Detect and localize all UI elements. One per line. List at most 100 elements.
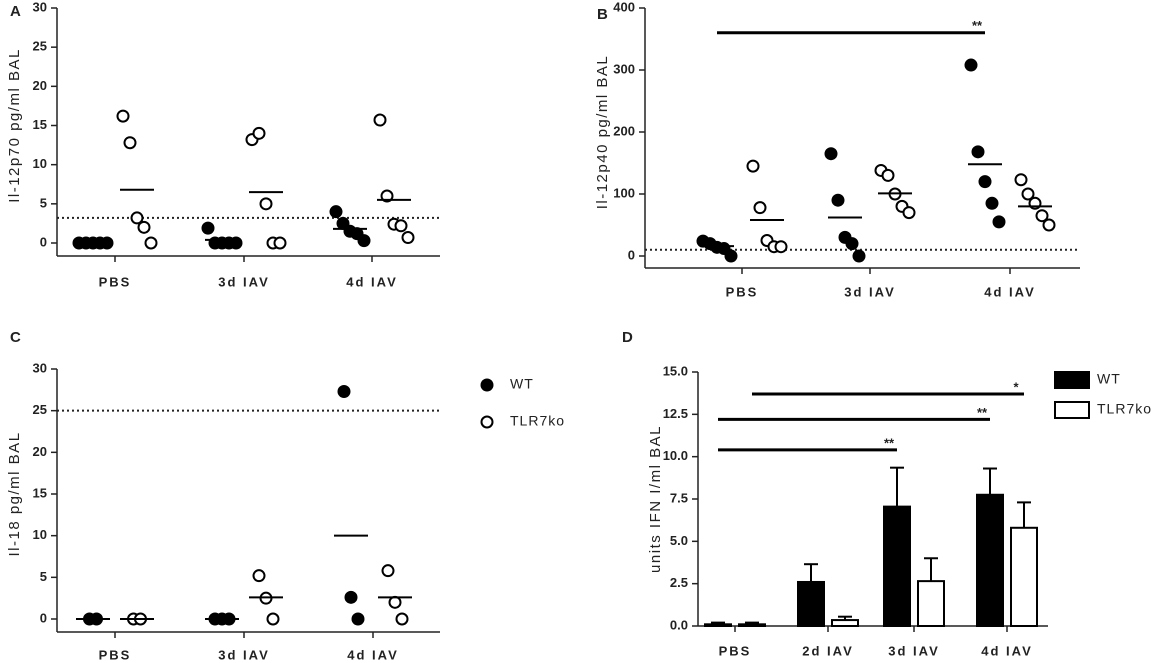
data-point	[266, 612, 280, 626]
data-point	[252, 126, 266, 140]
data-point	[395, 612, 409, 626]
data-point	[337, 385, 351, 398]
y-tick-label: 2.5	[670, 575, 688, 590]
data-point	[116, 109, 130, 123]
data-point	[381, 564, 395, 578]
legend-label: WT	[1097, 371, 1121, 387]
significance-label: **	[972, 18, 983, 33]
x-tick-label: PBS	[726, 284, 759, 299]
data-point	[144, 236, 158, 250]
legend-swatch	[480, 415, 494, 429]
bar	[976, 493, 1004, 627]
bar	[797, 580, 825, 627]
legend-label: WT	[510, 376, 534, 392]
data-point	[1042, 218, 1056, 232]
x-tick-label: PBS	[719, 643, 752, 658]
data-point	[831, 193, 845, 207]
data-point	[1021, 187, 1035, 201]
data-point	[1014, 173, 1028, 187]
data-point	[388, 595, 402, 609]
data-point	[753, 201, 767, 215]
y-tick-label: 5.0	[670, 533, 688, 548]
data-point	[344, 590, 358, 604]
y-axis-label: Il-18 pg/ml BAL	[6, 431, 23, 556]
y-tick-label: 0	[40, 610, 47, 625]
y-tick-label: 25	[33, 39, 47, 54]
data-point	[1035, 209, 1049, 223]
data-point	[774, 240, 788, 254]
data-point	[123, 136, 137, 150]
bar	[738, 623, 766, 627]
y-tick-label: 300	[613, 61, 635, 76]
data-point	[746, 159, 760, 173]
data-point	[329, 205, 343, 219]
y-tick-label: 15	[33, 485, 47, 500]
panel-label: B	[597, 6, 608, 23]
y-tick-label: 10.0	[663, 448, 688, 463]
legend-swatch	[480, 378, 494, 392]
y-tick-label: 5	[40, 195, 47, 210]
significance-label: **	[977, 405, 988, 420]
data-point	[964, 58, 978, 72]
y-tick-label: 0.0	[670, 617, 688, 632]
y-tick-label: 200	[613, 123, 635, 138]
legend-label: TLR7ko	[510, 413, 565, 429]
panel-label: D	[622, 329, 633, 346]
data-point	[852, 249, 866, 263]
significance-label: *	[1013, 379, 1019, 394]
y-tick-label: 20	[33, 78, 47, 93]
x-tick-label: 3d IAV	[218, 274, 270, 289]
data-point	[130, 211, 144, 225]
legend-label: TLR7ko	[1097, 401, 1152, 417]
data-point	[992, 215, 1006, 229]
bar	[1010, 526, 1038, 628]
data-point	[824, 147, 838, 161]
bar	[917, 580, 945, 627]
data-point	[252, 569, 266, 583]
y-tick-label: 15	[33, 117, 47, 132]
x-tick-label: 4d IAV	[347, 647, 399, 662]
y-tick-label: 7.5	[670, 490, 688, 505]
bar	[883, 505, 911, 627]
y-tick-label: 10	[33, 156, 47, 171]
y-tick-label: 400	[613, 0, 635, 14]
data-point	[273, 236, 287, 250]
data-point	[259, 197, 273, 211]
y-tick-label: 12.5	[663, 406, 688, 421]
x-tick-label: 4d IAV	[981, 643, 1033, 658]
x-tick-label: 3d IAV	[218, 647, 270, 662]
panel-label: C	[10, 329, 21, 346]
y-axis-label: units IFN I/ml BAL	[647, 425, 664, 573]
data-point	[971, 145, 985, 159]
significance-label: **	[884, 435, 895, 450]
x-tick-label: 2d IAV	[802, 643, 854, 658]
data-point	[724, 249, 738, 263]
data-point	[401, 231, 415, 245]
data-point	[881, 168, 895, 182]
y-tick-label: 25	[33, 402, 47, 417]
x-tick-label: PBS	[99, 647, 132, 662]
y-tick-label: 15.0	[663, 363, 688, 378]
y-tick-label: 5	[40, 569, 47, 584]
data-point	[137, 220, 151, 234]
y-tick-label: 30	[33, 360, 47, 375]
panel-label: A	[10, 3, 21, 20]
y-tick-label: 0	[40, 234, 47, 249]
x-tick-label: 4d IAV	[346, 274, 398, 289]
data-point	[978, 175, 992, 189]
bar	[831, 619, 859, 627]
data-point	[201, 221, 215, 235]
x-tick-label: 3d IAV	[844, 284, 896, 299]
data-point	[985, 196, 999, 210]
y-tick-label: 30	[33, 0, 47, 14]
y-tick-label: 10	[33, 527, 47, 542]
data-point	[380, 189, 394, 203]
data-point	[351, 612, 365, 626]
x-tick-label: 3d IAV	[888, 643, 940, 658]
legend-swatch	[1054, 401, 1090, 419]
x-tick-label: 4d IAV	[984, 284, 1036, 299]
data-point	[394, 219, 408, 233]
y-axis-label: Il-12p70 pg/ml BAL	[6, 48, 23, 203]
y-axis-label: Il-12p40 pg/ml BAL	[594, 55, 611, 210]
